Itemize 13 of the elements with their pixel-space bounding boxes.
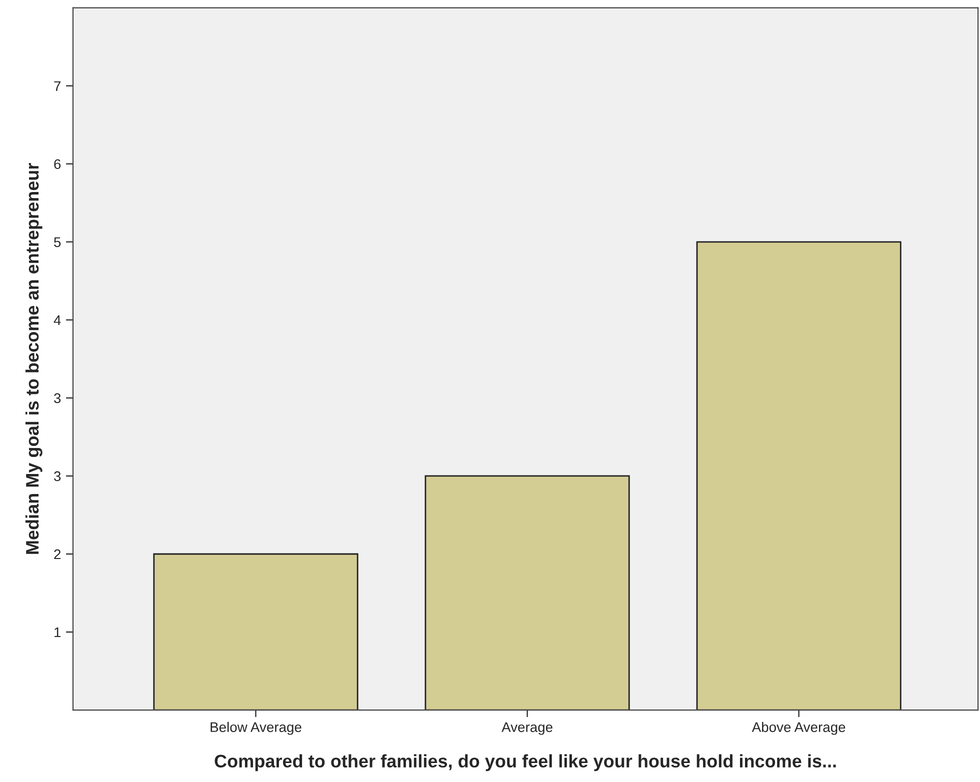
x-axis-title: Compared to other families, do you feel like your house hold income is... <box>214 754 836 772</box>
x-tick-label: Above Average <box>752 722 846 735</box>
y-tick-label: 2 <box>54 549 61 560</box>
y-tick-label: 7 <box>54 81 61 91</box>
x-tick-label: Average <box>502 722 552 735</box>
y-tick-label: 3 <box>54 393 61 404</box>
y-tick-label: 1 <box>54 628 61 638</box>
y-tick-label: 6 <box>54 159 61 170</box>
y-tick-label: 4 <box>54 315 61 325</box>
y-axis-title: Median My goal is to become an entrepreneur <box>25 163 42 554</box>
y-tick-label: 3 <box>54 471 61 482</box>
x-tick-label: Below Average <box>210 722 302 735</box>
y-tick-label: 5 <box>54 237 61 248</box>
